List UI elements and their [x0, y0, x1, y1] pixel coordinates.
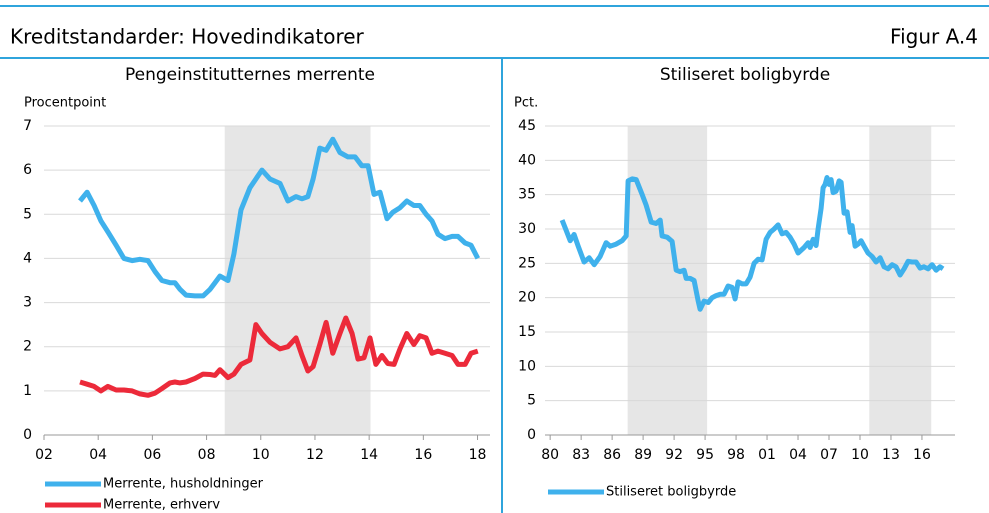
shaded-period	[225, 126, 371, 435]
y-tick-label: 5	[23, 206, 32, 222]
y-tick-label: 7	[23, 118, 32, 134]
figure: Kreditstandarder: Hovedindikatorer Figur…	[0, 0, 989, 513]
y-tick-label: 5	[527, 393, 536, 409]
y-tick-label: 20	[518, 290, 536, 306]
x-tick-label: 02	[35, 447, 53, 463]
panel-title: Pengeinstitutternes merrente	[125, 65, 375, 85]
y-tick-label: 2	[23, 339, 32, 355]
y-tick-label: 0	[527, 427, 536, 443]
legend-label: Merrente, erhverv	[103, 498, 220, 513]
x-tick-label: 92	[665, 447, 683, 463]
x-tick-label: 10	[252, 447, 270, 463]
x-tick-label: 04	[789, 447, 807, 463]
legend-label: Merrente, husholdninger	[103, 477, 264, 492]
x-tick-label: 18	[469, 447, 487, 463]
shaded-period	[869, 126, 931, 435]
y-tick-label: 30	[518, 221, 536, 237]
y-tick-label: 45	[518, 118, 536, 134]
x-tick-label: 06	[143, 447, 161, 463]
y-tick-label: 3	[23, 295, 32, 311]
figure-title: Kreditstandarder: Hovedindikatorer	[10, 25, 365, 49]
x-tick-label: 86	[603, 447, 621, 463]
y-tick-label: 1	[23, 383, 32, 399]
y-tick-label: 15	[518, 324, 536, 340]
x-tick-label: 08	[198, 447, 216, 463]
y-tick-label: 4	[23, 250, 32, 266]
y-axis-label: Procentpoint	[24, 96, 106, 111]
y-tick-label: 0	[23, 427, 32, 443]
y-tick-label: 40	[518, 152, 536, 168]
x-tick-label: 10	[851, 447, 869, 463]
x-tick-label: 16	[414, 447, 432, 463]
x-tick-label: 89	[634, 447, 652, 463]
x-tick-label: 01	[758, 447, 776, 463]
x-tick-label: 16	[913, 447, 931, 463]
x-tick-label: 07	[820, 447, 838, 463]
x-tick-label: 12	[306, 447, 324, 463]
x-tick-label: 13	[882, 447, 900, 463]
x-tick-label: 98	[727, 447, 745, 463]
x-tick-label: 14	[360, 447, 378, 463]
panel-title: Stiliseret boligbyrde	[660, 65, 830, 85]
y-tick-label: 25	[518, 255, 536, 271]
x-tick-label: 04	[89, 447, 107, 463]
y-tick-label: 6	[23, 162, 32, 178]
y-tick-label: 10	[518, 358, 536, 374]
x-tick-label: 83	[572, 447, 590, 463]
legend-label: Stiliseret boligbyrde	[606, 485, 736, 500]
figure-number: Figur A.4	[890, 25, 978, 49]
y-tick-label: 35	[518, 187, 536, 203]
x-tick-label: 80	[541, 447, 559, 463]
x-tick-label: 95	[696, 447, 714, 463]
y-axis-label: Pct.	[514, 96, 538, 111]
